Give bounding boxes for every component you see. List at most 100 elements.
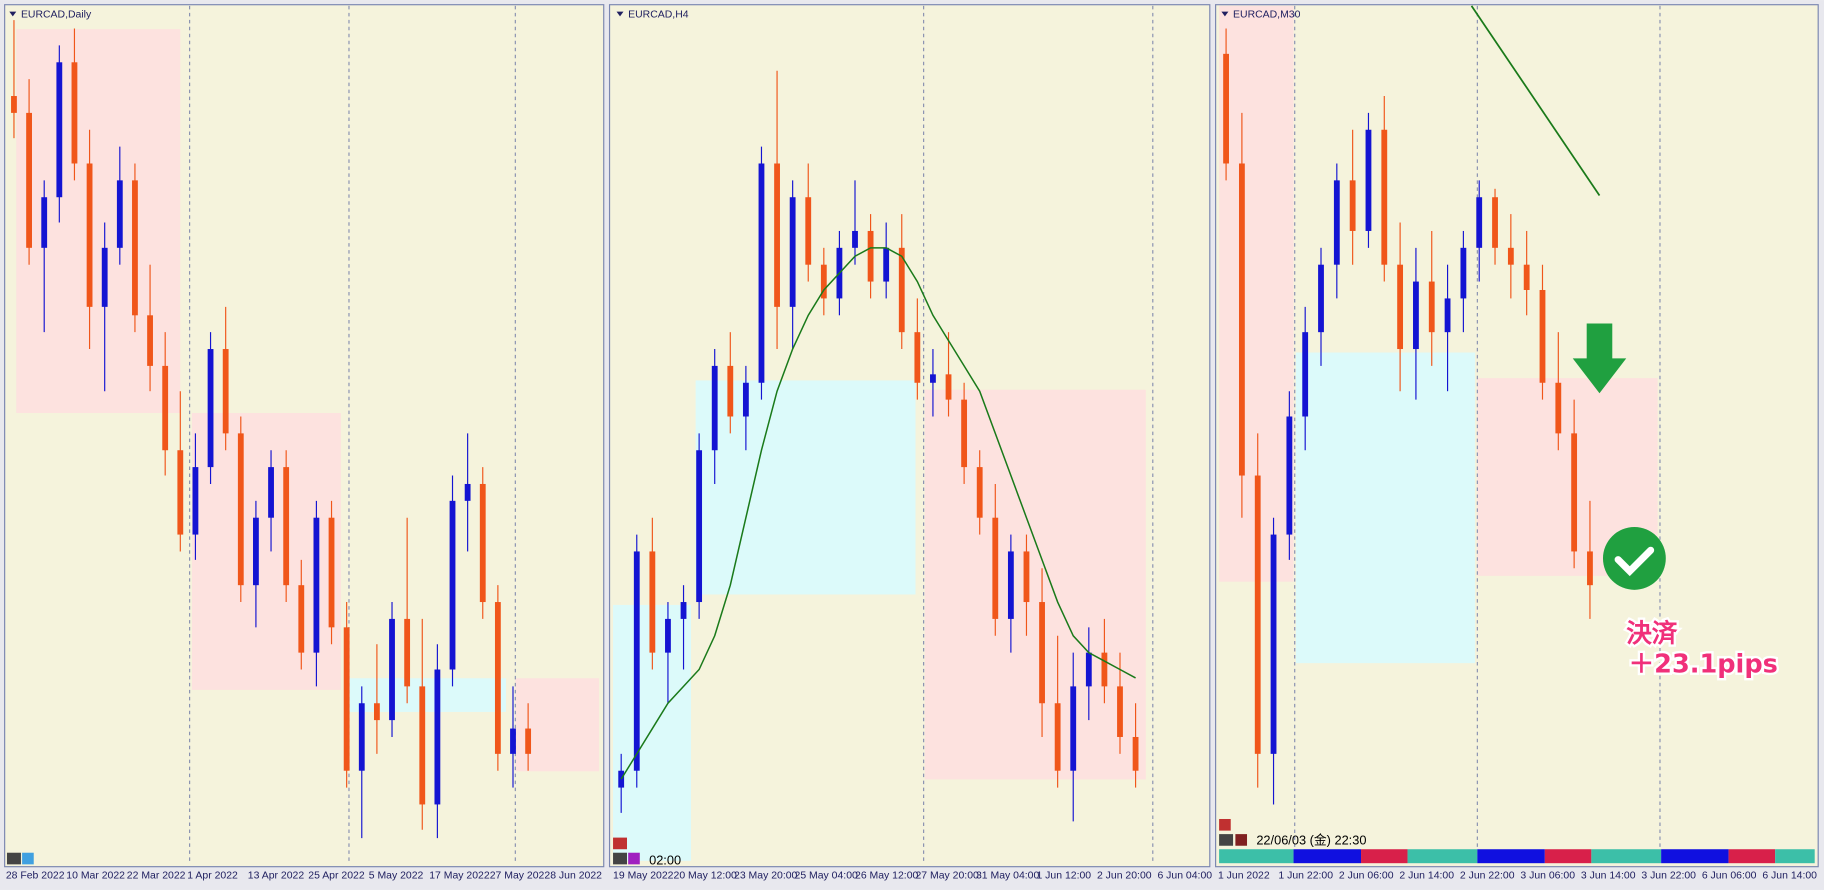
- x-tick-label: 10 Mar 2022: [66, 870, 125, 881]
- icon: [628, 852, 640, 865]
- x-tick-label: 31 May 04:00: [976, 870, 1040, 881]
- candle-body: [633, 551, 640, 771]
- candle-body: [1318, 264, 1324, 333]
- x-tick-label: 2 Jun 14:00: [1399, 870, 1454, 881]
- candle-body: [389, 618, 395, 721]
- x-tick-label: 1 Jun 22:00: [1278, 870, 1333, 881]
- x-tick-label: 6 Jun 14:00: [1762, 870, 1817, 881]
- candle-body: [237, 433, 244, 586]
- trendline: [1470, 5, 1601, 196]
- session-segment: [1544, 849, 1592, 864]
- session-bar: [1219, 849, 1815, 864]
- candle-body: [727, 365, 734, 417]
- candle-body: [1101, 652, 1108, 687]
- candle-body: [1555, 382, 1562, 434]
- candle-body: [1117, 686, 1123, 737]
- candle-body: [298, 585, 305, 653]
- candle-body: [992, 517, 999, 619]
- icon: [1219, 834, 1234, 846]
- annotation-line2: ＋23.1pips: [1629, 649, 1778, 679]
- icon: [22, 852, 34, 865]
- candle-body: [449, 500, 456, 670]
- candle-body: [494, 602, 501, 754]
- candle-body: [1238, 163, 1245, 476]
- x-tick-label: 3 Jun 14:00: [1581, 870, 1636, 881]
- moving-average: [620, 247, 1136, 780]
- candle-body: [525, 728, 532, 754]
- candle-body: [1476, 197, 1483, 248]
- candle-body: [268, 467, 274, 518]
- candle-body: [1132, 736, 1139, 771]
- session-segment: [1661, 849, 1729, 864]
- candle-body: [961, 399, 968, 468]
- zone: [348, 678, 507, 712]
- title-marker: [9, 11, 17, 17]
- candle-body: [1365, 129, 1372, 231]
- x-tick-label: 26 May 12:00: [855, 870, 919, 881]
- candle-body: [1333, 180, 1340, 265]
- x-tick-label: 2 Jun 22:00: [1460, 870, 1515, 881]
- candle-body: [852, 230, 858, 248]
- candle-body: [147, 315, 153, 366]
- candle-body: [1223, 53, 1229, 164]
- candle-body: [711, 365, 718, 451]
- x-tick-label: 27 May 2022: [490, 870, 551, 881]
- candle-body: [328, 517, 335, 628]
- title-marker: [616, 11, 624, 17]
- candle-body: [41, 197, 48, 248]
- candle-body: [820, 264, 827, 299]
- x-tick-label: 25 Apr 2022: [308, 870, 365, 881]
- candle-body: [313, 517, 320, 653]
- candle-body: [649, 551, 656, 653]
- candle-body: [116, 180, 123, 248]
- candle-body: [1254, 475, 1261, 754]
- x-tick-label: 6 Jun 06:00: [1702, 870, 1757, 881]
- candle-body: [1085, 652, 1092, 687]
- candle-body: [26, 112, 32, 248]
- candle-body: [1039, 602, 1045, 704]
- x-tick-label: 20 May 12:00: [674, 870, 738, 881]
- candle-body: [283, 467, 290, 586]
- panel-title: EURCAD,H4: [628, 10, 689, 21]
- candle-body: [1286, 416, 1293, 535]
- candle-body: [343, 627, 350, 771]
- x-tick-label: 1 Apr 2022: [187, 870, 238, 881]
- check-icon: [1602, 527, 1666, 590]
- icon: [6, 852, 21, 865]
- candle-body: [71, 62, 78, 164]
- x-tick-label: 8 Jun 2022: [550, 870, 602, 881]
- candle-body: [1070, 686, 1077, 771]
- candle-body: [1428, 281, 1435, 333]
- candle-body: [742, 382, 749, 417]
- candle-body: [162, 365, 169, 451]
- session-segment: [1219, 849, 1294, 864]
- candle-body: [1444, 298, 1451, 333]
- x-tick-label: 19 May 2022: [613, 870, 674, 881]
- candle-body: [805, 197, 812, 265]
- title-marker: [1221, 11, 1229, 17]
- candle-body: [1023, 551, 1030, 603]
- x-tick-label: 13 Apr 2022: [248, 870, 305, 881]
- zone: [16, 29, 181, 414]
- timestamp: 22/06/03 (金) 22:30: [1256, 833, 1366, 848]
- icon: [1235, 834, 1248, 846]
- down-arrow: [1572, 323, 1627, 394]
- candle-body: [86, 163, 93, 307]
- candle-body: [1270, 534, 1277, 754]
- candle-body: [373, 703, 380, 721]
- session-segment: [1775, 849, 1815, 864]
- x-tick-label: 1 Jun 12:00: [1036, 870, 1091, 881]
- session-segment: [1293, 849, 1362, 864]
- candle-body: [253, 517, 259, 586]
- icon: [1219, 818, 1231, 831]
- candle-body: [1349, 180, 1356, 231]
- check-mark: [1614, 546, 1655, 577]
- x-tick-label: 17 May 2022: [429, 870, 490, 881]
- session-segment: [1591, 849, 1662, 864]
- zone: [515, 678, 600, 772]
- candle-body: [479, 483, 486, 603]
- candle-body: [1460, 247, 1467, 299]
- candle-body: [434, 669, 441, 805]
- candle-body: [222, 349, 229, 434]
- candle-body: [404, 618, 411, 687]
